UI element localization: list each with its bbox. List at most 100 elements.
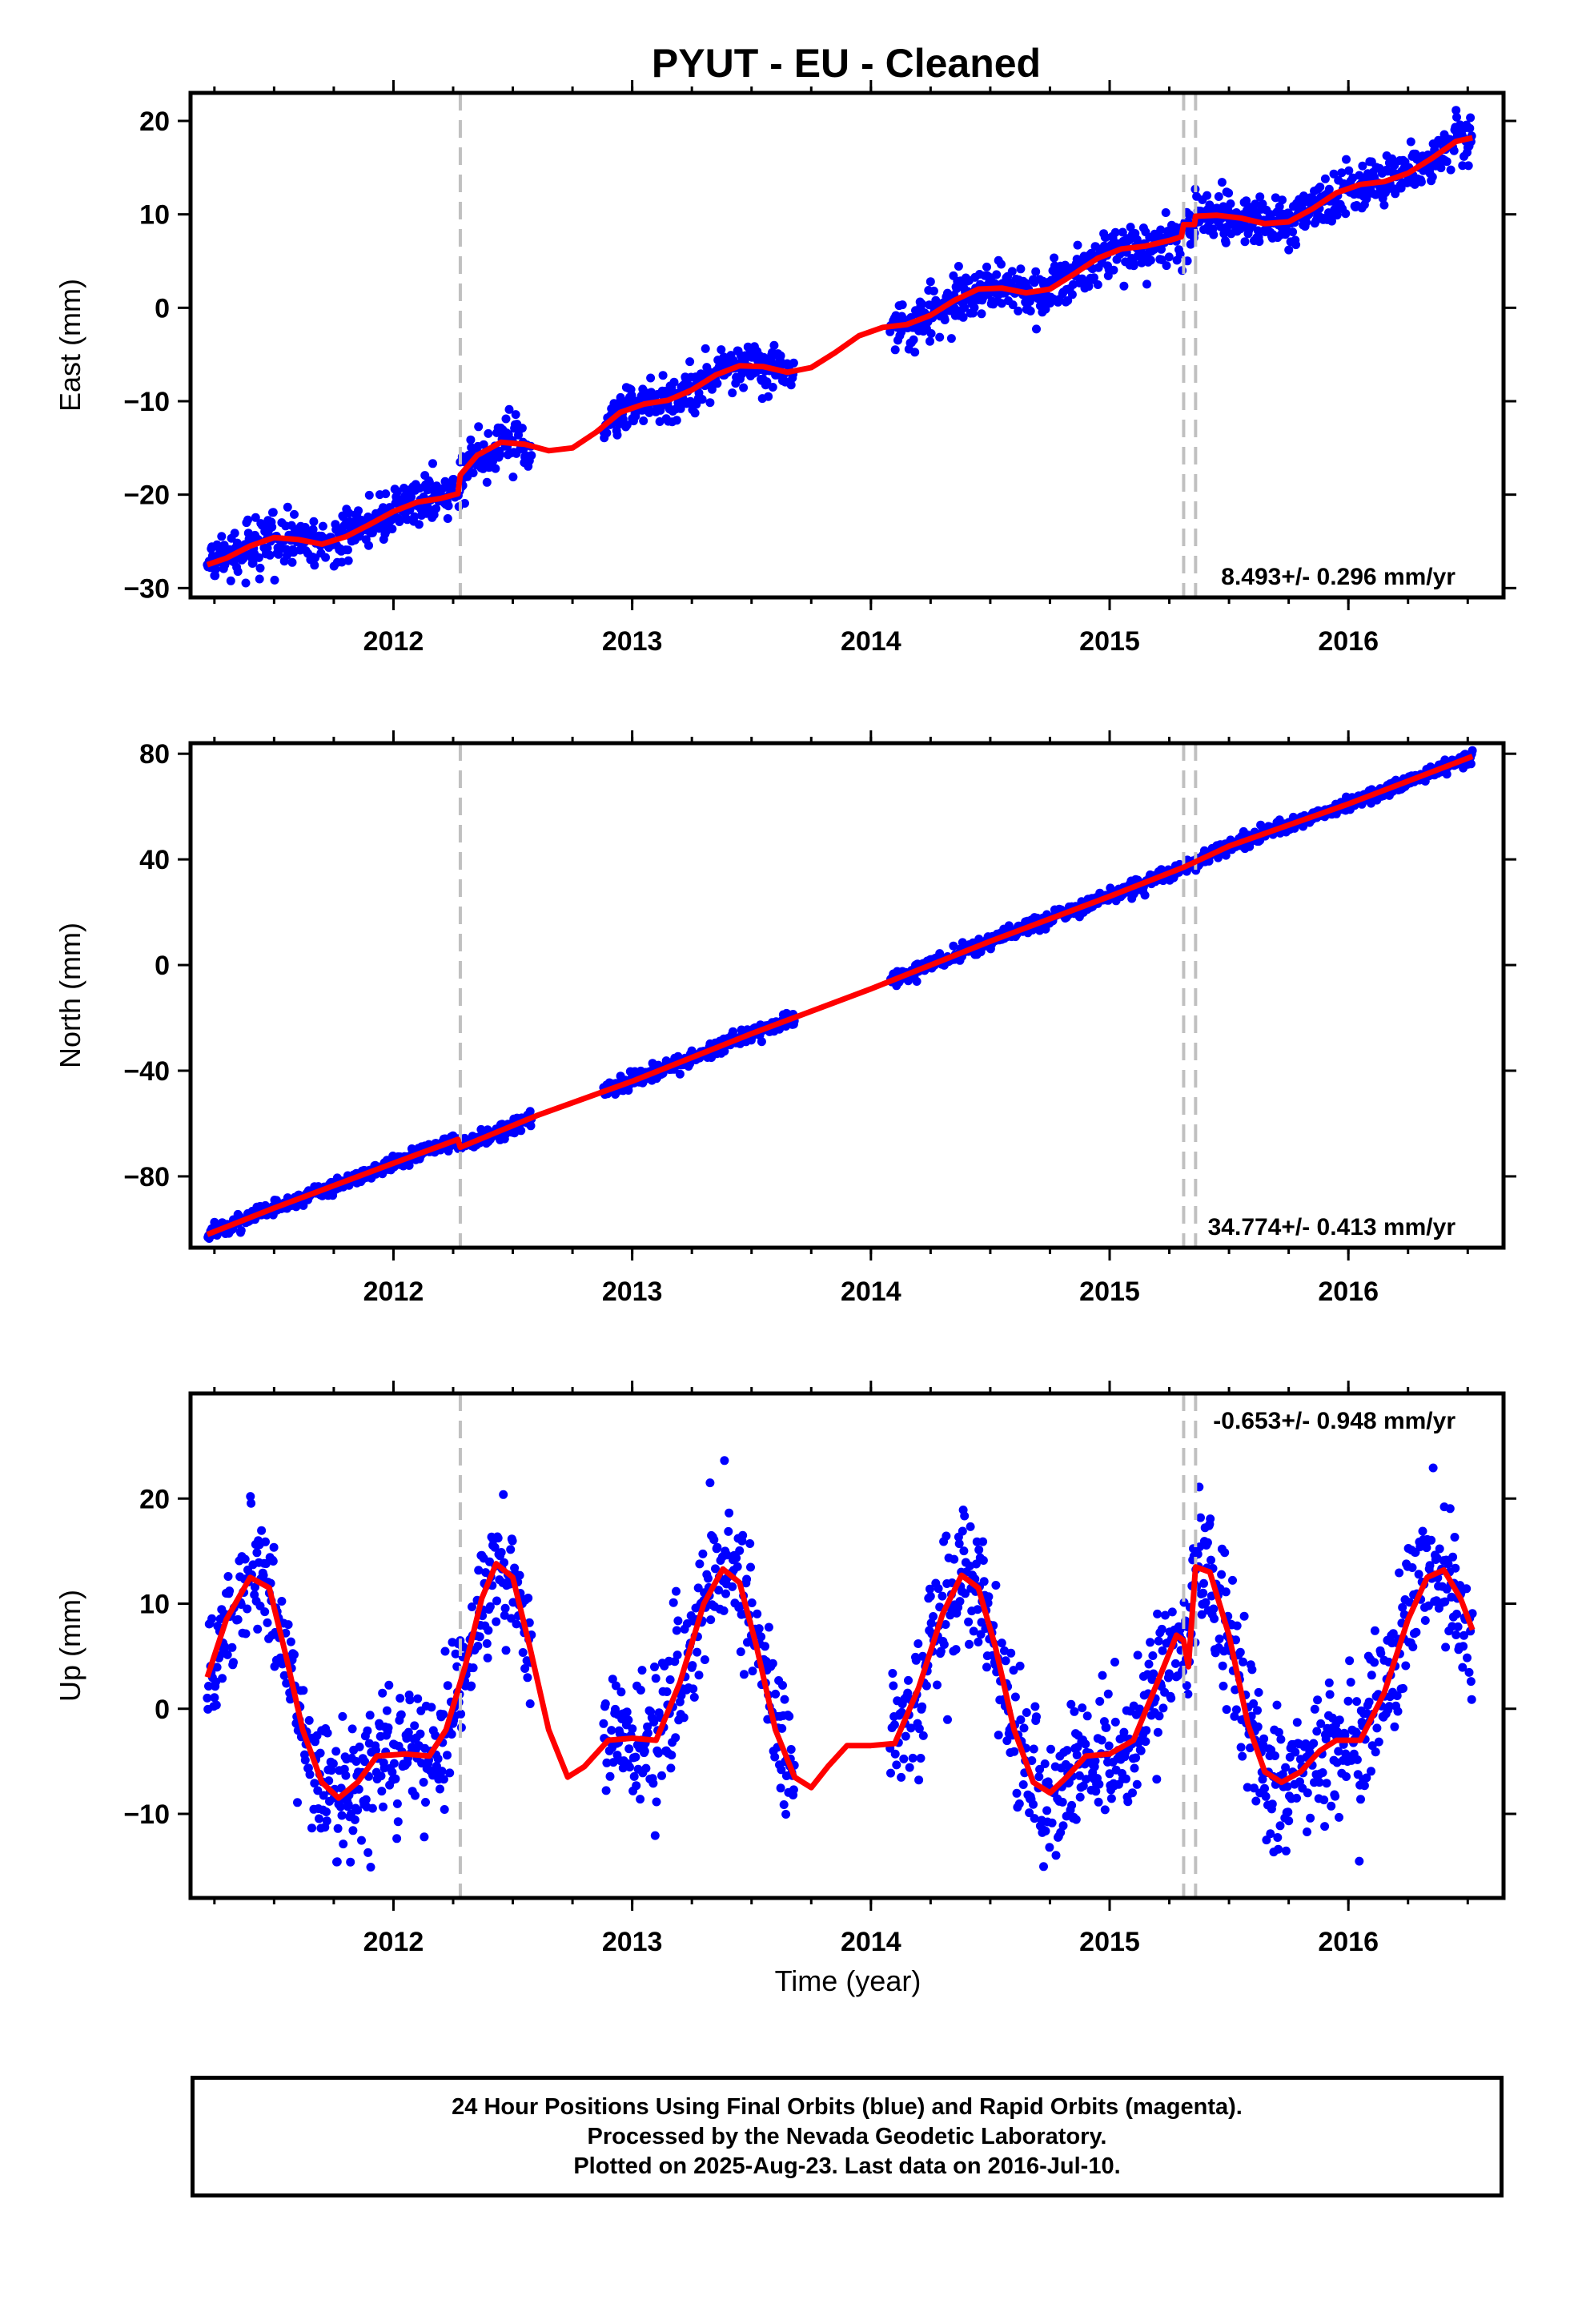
up-data-point (1352, 1697, 1362, 1707)
east-data-point (460, 499, 469, 508)
up-data-point (225, 1586, 235, 1596)
east-data-point (211, 571, 220, 581)
up-data-point (337, 1811, 347, 1820)
up-data-point (1342, 1772, 1351, 1781)
up-data-point (921, 1681, 931, 1691)
up-data-point (1312, 1727, 1322, 1736)
east-data-point (1067, 290, 1077, 300)
up-data-point (768, 1659, 777, 1668)
up-data-point (933, 1680, 942, 1690)
up-data-point (1220, 1548, 1230, 1558)
up-data-point (315, 1814, 323, 1823)
up-data-point (286, 1637, 295, 1647)
up-data-point (421, 1798, 430, 1807)
east-data-point (1164, 252, 1174, 262)
up-data-point (299, 1686, 308, 1695)
up-data-point (378, 1688, 387, 1698)
up-data-point (1395, 1568, 1404, 1578)
east-data-point (1466, 113, 1476, 123)
up-data-point (673, 1616, 683, 1626)
up-data-point (939, 1640, 949, 1649)
east-data-point (926, 336, 934, 346)
up-data-point (713, 1542, 722, 1552)
up-data-point (1075, 1792, 1085, 1802)
east-data-point (929, 286, 938, 296)
up-data-point (1166, 1694, 1176, 1703)
east-data-point (1320, 174, 1330, 183)
caption-line-3: Plotted on 2025-Aug-23. Last data on 201… (573, 2153, 1121, 2179)
up-data-point (1453, 1622, 1463, 1631)
east-x-tick-label: 2015 (1079, 626, 1140, 657)
up-data-point (1313, 1695, 1323, 1705)
up-data-point (1144, 1659, 1154, 1669)
up-data-point (669, 1598, 678, 1607)
up-data-point (1222, 1705, 1231, 1715)
east-data-point (309, 517, 319, 526)
up-data-point (1136, 1746, 1146, 1755)
up-x-tick-label: 2015 (1079, 1927, 1140, 1957)
east-data-point (935, 332, 945, 342)
up-data-point (918, 1731, 928, 1740)
up-rate-label: -0.653+/- 0.948 mm/yr (1213, 1408, 1456, 1434)
east-data-point (739, 383, 749, 392)
up-data-point (1158, 1703, 1168, 1713)
up-data-point (1203, 1538, 1212, 1547)
up-data-point (785, 1711, 794, 1721)
east-data-point (511, 410, 520, 420)
up-data-point (1267, 1799, 1277, 1809)
up-data-point (600, 1699, 610, 1708)
up-data-point (1014, 1799, 1024, 1808)
up-data-point (1041, 1826, 1050, 1835)
up-data-point (959, 1546, 969, 1556)
north-data-point (1442, 770, 1452, 779)
north-data-point (1140, 891, 1150, 900)
up-data-point (1411, 1627, 1421, 1637)
east-data-point (1093, 280, 1102, 289)
up-data-point (383, 1723, 393, 1732)
up-data-point (1322, 1779, 1331, 1788)
up-data-point (1327, 1801, 1336, 1811)
east-data-point (646, 373, 656, 383)
up-data-point (1012, 1788, 1022, 1798)
up-data-point (1130, 1763, 1139, 1773)
up-data-point (322, 1807, 331, 1816)
up-data-point (367, 1803, 377, 1813)
up-data-point (253, 1624, 263, 1634)
up-data-point (640, 1747, 649, 1756)
east-data-point (449, 475, 459, 484)
north-data-point (757, 1037, 766, 1047)
up-data-point (706, 1615, 716, 1625)
up-data-point (1170, 1659, 1180, 1668)
up-data-point (1407, 1563, 1417, 1572)
up-data-point (892, 1760, 901, 1770)
up-data-point (419, 1778, 428, 1787)
east-data-point (627, 391, 636, 400)
east-data-point (1465, 123, 1475, 133)
up-data-point (1325, 1690, 1335, 1699)
up-data-point (1422, 1543, 1431, 1553)
north-axis-label: North (mm) (54, 923, 86, 1068)
up-data-point (1284, 1816, 1294, 1826)
up-data-point (1167, 1607, 1177, 1617)
up-data-point (300, 1755, 310, 1765)
east-data-point (1221, 238, 1231, 247)
up-data-point (1042, 1806, 1052, 1815)
east-data-point (395, 517, 404, 526)
up-data-point (1335, 1715, 1344, 1725)
up-data-point (897, 1772, 906, 1782)
up-data-point (739, 1670, 749, 1679)
up-data-point (695, 1559, 705, 1569)
up-data-point (1450, 1533, 1460, 1542)
up-data-point (1133, 1651, 1142, 1660)
up-data-point (1095, 1697, 1105, 1706)
east-data-point (344, 509, 354, 518)
up-data-point (899, 1754, 909, 1763)
up-data-point (966, 1522, 975, 1531)
east-y-tick-label: 10 (139, 200, 170, 231)
up-data-point (745, 1539, 755, 1548)
up-data-point (1418, 1526, 1427, 1536)
east-data-point (241, 578, 251, 588)
up-data-point (1032, 1712, 1041, 1722)
up-data-point (624, 1744, 634, 1754)
up-data-point (416, 1729, 425, 1739)
